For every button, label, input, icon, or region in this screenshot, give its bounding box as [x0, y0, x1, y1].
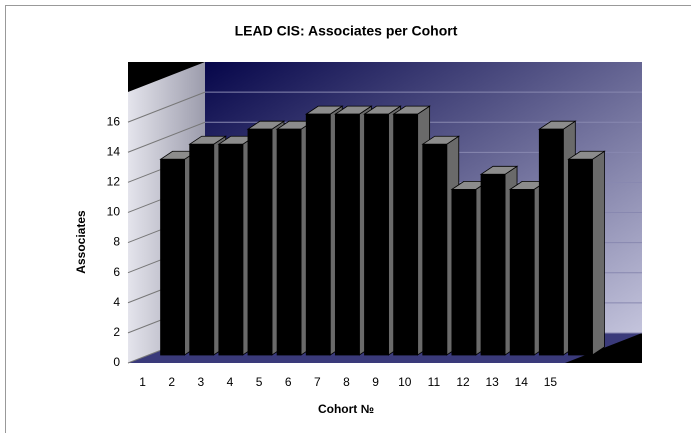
x-tick-label: 14 [515, 375, 529, 389]
bar-front [364, 113, 389, 356]
plot-area [127, 62, 642, 364]
y-tick-label: 10 [107, 205, 121, 219]
bar-front [422, 143, 448, 356]
bar-front [247, 128, 273, 356]
x-tick-label: 11 [428, 375, 441, 389]
bar [567, 150, 606, 356]
y-tick-label: 0 [113, 355, 120, 369]
x-axis-label: Cohort № [318, 402, 374, 416]
bar-front [538, 128, 564, 356]
bar-front [451, 188, 477, 356]
x-tick-label: 1 [139, 375, 146, 389]
x-tick-label: 2 [168, 375, 175, 389]
y-axis-label: Associates [74, 210, 88, 274]
y-tick-label: 4 [113, 295, 120, 309]
bar-side [592, 150, 605, 356]
bar-front [160, 158, 185, 356]
bar-front [276, 128, 302, 356]
bar-front [480, 173, 506, 356]
y-tick-label: 2 [113, 325, 120, 339]
x-tick-label: 5 [256, 375, 263, 389]
grid-line [127, 121, 206, 153]
bar-front [218, 143, 244, 356]
x-tick-label: 7 [314, 375, 321, 389]
x-tick-label: 3 [197, 375, 204, 389]
x-tick-label: 15 [544, 375, 558, 389]
y-tick-label: 8 [113, 235, 120, 249]
grid-line [127, 91, 206, 123]
chart-title: LEAD CIS: Associates per Cohort [235, 23, 458, 39]
x-tick-label: 12 [456, 375, 470, 389]
bar [479, 165, 519, 356]
bar-front [568, 158, 593, 356]
x-tick-label: 6 [285, 375, 292, 389]
x-tick-label: 13 [485, 375, 499, 389]
x-tick-label: 9 [372, 375, 379, 389]
bar-front [189, 143, 215, 356]
y-tick-label: 14 [107, 144, 121, 158]
bar-front [509, 188, 535, 356]
x-tick-label: 8 [343, 375, 350, 389]
y-tick-label: 12 [107, 175, 121, 189]
bar-front [334, 113, 360, 356]
y-tick-label: 16 [107, 114, 121, 128]
x-tick-label: 4 [227, 375, 234, 389]
bar-front [305, 113, 331, 356]
bar-front [393, 113, 419, 356]
y-tick-label: 6 [113, 265, 120, 279]
x-tick-label: 10 [398, 375, 412, 389]
